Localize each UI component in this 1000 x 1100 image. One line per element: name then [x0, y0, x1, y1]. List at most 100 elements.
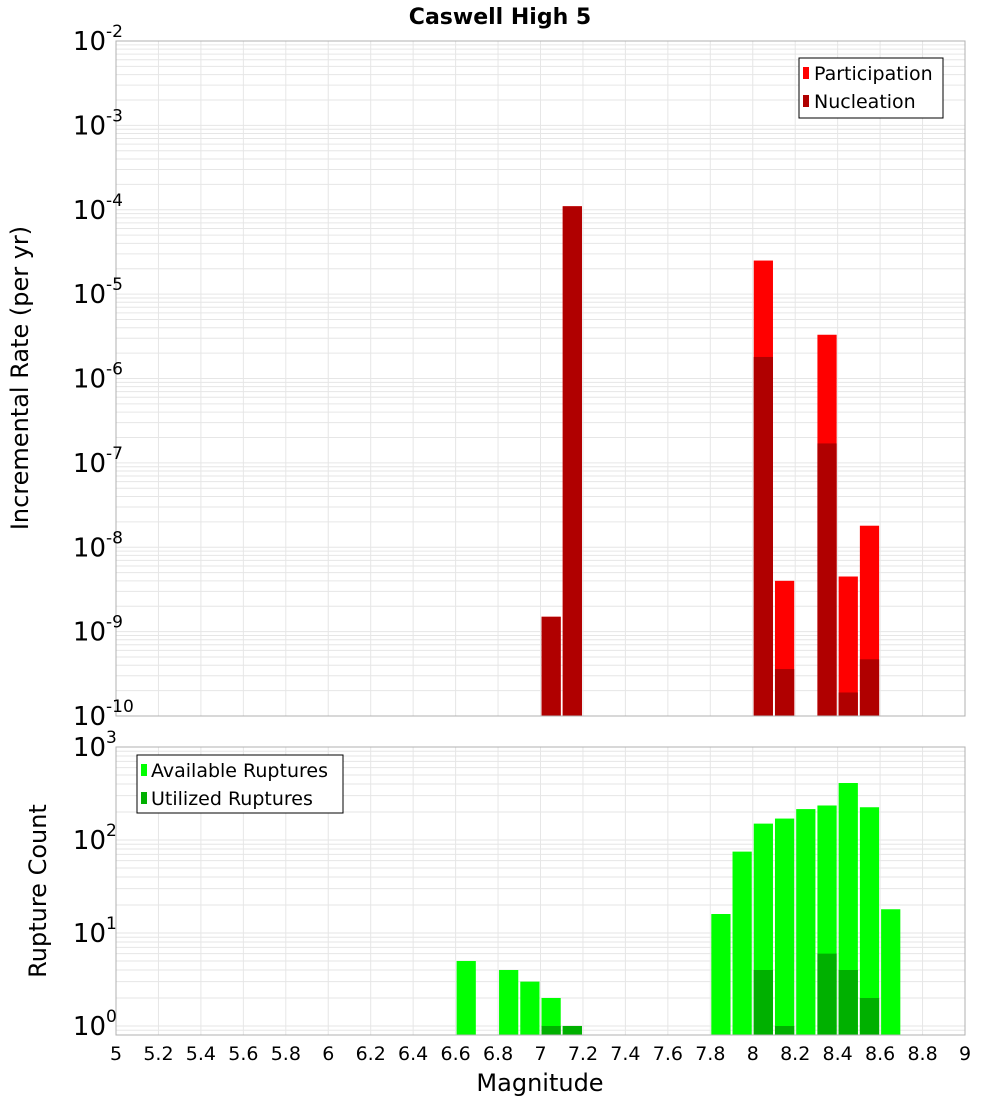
rate-grid [115, 40, 966, 717]
rate-y-axis-label: Incremental Rate (per yr) [6, 226, 34, 530]
rate-y-tick-label: 10 -6 [73, 360, 123, 395]
x-tick-label: 6.8 [483, 1043, 513, 1065]
bar-nucleation [753, 356, 773, 716]
count-y-tick-exponent: 1 [106, 914, 117, 934]
x-tick-label: 6.6 [440, 1043, 470, 1065]
bar-nucleation [541, 616, 561, 716]
x-tick-label: 7.2 [568, 1043, 598, 1065]
rate-y-tick-exponent: -9 [106, 613, 123, 633]
bar-available-ruptures [881, 909, 901, 1035]
bar-utilized-ruptures [838, 969, 858, 1035]
rate-y-tick-label: 10 -9 [73, 613, 123, 648]
rate-y-tick-exponent: -7 [106, 444, 123, 464]
rate-y-tick-base: 10 [73, 618, 106, 648]
rate-y-tick-base: 10 [73, 533, 106, 563]
count-bars [456, 783, 901, 1035]
rate-y-tick-exponent: -2 [106, 22, 123, 42]
rate-y-tick-label: 10 -2 [73, 22, 123, 57]
rate-legend: Participation Nucleation [798, 57, 944, 119]
rate-y-tick-base: 10 [73, 449, 106, 479]
x-tick-label: 5 [110, 1043, 122, 1065]
chart-title: Caswell High 5 [409, 5, 591, 30]
rate-y-tick-exponent: -5 [106, 275, 123, 295]
x-axis-label: Magnitude [476, 1069, 603, 1097]
rate-y-tick-label: 10 -8 [73, 528, 123, 563]
count-y-tick-exponent: 2 [106, 821, 117, 841]
rate-y-tick-exponent: -8 [106, 528, 123, 548]
x-tick-label: 7 [534, 1043, 546, 1065]
rate-y-tick-label: 10 -4 [73, 191, 123, 226]
count-y-tick-base: 10 [73, 733, 106, 763]
legend-swatch-nucleation [803, 95, 809, 107]
x-tick-label: 7.6 [653, 1043, 683, 1065]
count-y-tick-label: 10 0 [73, 1007, 117, 1042]
rate-y-tick-exponent: -3 [106, 106, 123, 126]
rate-y-tick-exponent: -6 [106, 360, 123, 380]
rate-y-tick-base: 10 [73, 196, 106, 226]
x-tick-label: 6 [322, 1043, 334, 1065]
rate-y-tick-base: 10 [73, 702, 106, 732]
bar-nucleation [838, 692, 858, 716]
count-y-tick-base: 10 [73, 919, 106, 949]
count-legend: Available Ruptures Utilized Ruptures [136, 754, 344, 814]
count-y-tick-exponent: 0 [106, 1007, 117, 1027]
rate-y-tick-exponent: -4 [106, 191, 123, 211]
rate-y-tick-label: 10 -10 [73, 697, 134, 732]
bar-available-ruptures [732, 851, 752, 1035]
x-tick-label: 8.8 [907, 1043, 937, 1065]
bar-available-ruptures [499, 969, 519, 1035]
rate-legend-box [798, 57, 944, 119]
x-tick-label: 8.4 [823, 1043, 853, 1065]
count-plot-frame [115, 746, 966, 1036]
bar-available-ruptures [456, 960, 476, 1035]
bar-participation [838, 576, 858, 716]
legend-label-participation: Participation [814, 63, 933, 85]
legend-label-nucleation: Nucleation [814, 91, 916, 113]
count-y-axis-label: Rupture Count [24, 804, 52, 978]
x-tick-label: 7.8 [695, 1043, 725, 1065]
legend-swatch-available [141, 764, 147, 776]
x-ticks: 5 5.2 5.4 5.6 5.8 6 6.2 6.4 6.6 6.8 7 7.2 7.4 7.6 7.8 8… [110, 1043, 971, 1065]
x-tick-label: 5.8 [271, 1043, 301, 1065]
bar-available-ruptures [859, 807, 880, 1035]
count-y-tick-base: 10 [73, 1012, 106, 1042]
bar-utilized-ruptures [859, 997, 880, 1035]
x-tick-label: 8.6 [865, 1043, 895, 1065]
x-tick-label: 5.6 [228, 1043, 258, 1065]
rate-y-tick-base: 10 [73, 111, 106, 141]
legend-swatch-utilized [141, 792, 147, 804]
rate-y-tick-label: 10 -3 [73, 106, 123, 141]
bar-available-ruptures [774, 818, 795, 1035]
x-tick-label: 7.4 [610, 1043, 640, 1065]
rate-y-tick-base: 10 [73, 27, 106, 57]
bar-available-ruptures [711, 914, 731, 1035]
bar-nucleation [817, 443, 837, 716]
bar-utilized-ruptures [562, 1025, 582, 1035]
legend-label-available: Available Ruptures [151, 760, 328, 782]
bar-nucleation [562, 206, 582, 716]
bar-utilized-ruptures [753, 969, 773, 1035]
bar-utilized-ruptures [541, 1025, 561, 1035]
bar-nucleation [859, 659, 880, 716]
count-y-tick-exponent: 3 [106, 728, 117, 748]
legend-swatch-participation [803, 67, 809, 79]
bar-utilized-ruptures [817, 953, 837, 1035]
x-tick-label: 5.4 [186, 1043, 216, 1065]
rate-y-tick-label: 10 -7 [73, 444, 123, 479]
rate-y-tick-exponent: -10 [106, 697, 134, 717]
x-tick-label: 9 [959, 1043, 971, 1065]
bar-available-ruptures [796, 809, 816, 1035]
count-y-tick-base: 10 [73, 826, 106, 856]
bar-available-ruptures [541, 997, 561, 1035]
count-y-tick-label: 10 3 [73, 728, 117, 763]
rate-plot-frame [115, 40, 966, 717]
x-tick-label: 8 [747, 1043, 759, 1065]
rate-y-tick-label: 10 -5 [73, 275, 123, 310]
count-legend-box [136, 754, 344, 814]
count-y-tick-label: 10 1 [73, 914, 117, 949]
legend-label-utilized: Utilized Ruptures [151, 788, 313, 810]
rate-y-tick-base: 10 [73, 365, 106, 395]
